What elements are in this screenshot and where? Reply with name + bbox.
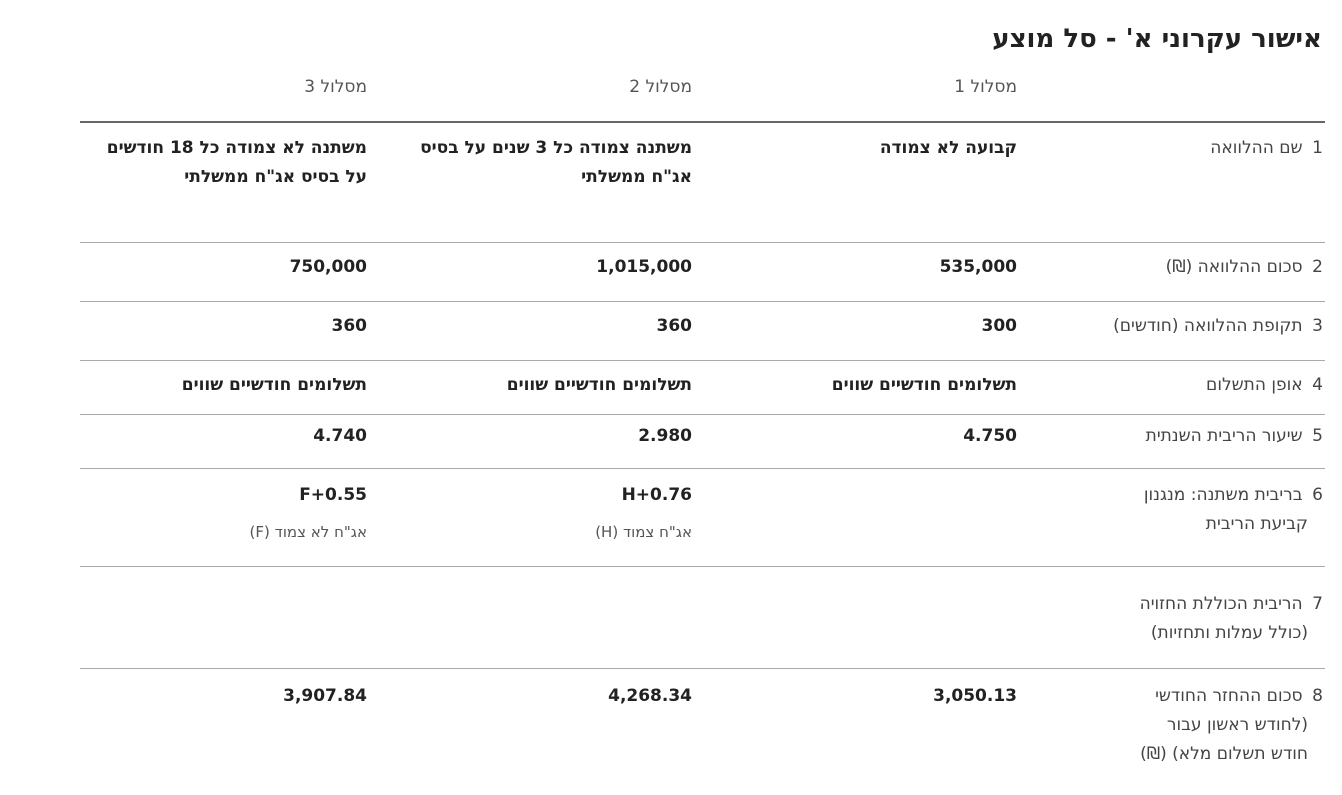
cell-track3-rate-mechanism: F+0.55 אג"ח לא צמוד (F)	[67, 481, 367, 547]
row-label-line3: חודש תשלום מלא) (₪)	[1140, 744, 1308, 764]
row-label-line2: (כולל עמלות ותחזיות)	[1150, 623, 1308, 643]
rate-formula: H+0.76	[621, 485, 692, 505]
cell-track3-annual-rate: 4.740	[313, 426, 367, 446]
rate-formula: F+0.55	[299, 485, 367, 505]
row-label-line2: (לחודש ראשון עבור	[1166, 715, 1308, 735]
cell-track2-monthly-repayment: 4,268.34	[608, 686, 692, 706]
row-label-line1: הריבית הכוללת החזויה	[1139, 594, 1303, 614]
cell-track3-loan-name: משתנה לא צמודה כל 18 חודשים על בסיס אג"ח…	[106, 138, 367, 187]
row-label: סכום ההלוואה (₪)	[1165, 257, 1303, 277]
page-title: אישור עקרוני א' - סל מוצע	[992, 24, 1322, 54]
row-divider	[80, 242, 1325, 243]
column-header-track2: מסלול 2	[629, 77, 692, 97]
column-header-track3: מסלול 3	[304, 77, 367, 97]
cell-track1-loan-period: 300	[981, 316, 1018, 336]
row-number: 2	[1312, 257, 1323, 277]
row-label-line2: קביעת הריבית	[1205, 514, 1308, 534]
row-label-monthly-repayment: 8 סכום ההחזר החודשי (לחודש ראשון עבור חו…	[1038, 682, 1323, 769]
row-label-expected-total-rate: 7 הריבית הכוללת החזויה (כולל עמלות ותחזי…	[1038, 590, 1323, 648]
header-divider	[80, 121, 1325, 123]
rate-index-note: אג"ח לא צמוד (F)	[249, 523, 367, 541]
row-divider	[80, 414, 1325, 415]
row-label: שם ההלוואה	[1210, 138, 1303, 158]
row-divider	[80, 301, 1325, 302]
row-number: 8	[1312, 686, 1323, 706]
row-label: שיעור הריבית השנתית	[1145, 426, 1303, 446]
row-label-line1: סכום ההחזר החודשי	[1155, 686, 1303, 706]
row-number: 4	[1312, 375, 1323, 395]
row-label-line1: בריבית משתנה: מנגנון	[1143, 485, 1303, 505]
cell-track3-loan-period: 360	[331, 316, 368, 336]
cell-track1-payment-method: תשלומים חודשיים שווים	[831, 375, 1017, 395]
row-divider	[80, 360, 1325, 361]
rate-index-note: אג"ח צמוד (H)	[595, 523, 692, 541]
row-number: 3	[1312, 316, 1323, 336]
cell-track2-annual-rate: 2.980	[638, 426, 692, 446]
row-number: 5	[1312, 426, 1323, 446]
row-divider	[80, 566, 1325, 567]
row-number: 6	[1312, 485, 1323, 505]
cell-track2-loan-name: משתנה צמודה כל 3 שנים על בסיס אג"ח ממשלת…	[420, 138, 692, 187]
cell-track3-monthly-repayment: 3,907.84	[283, 686, 367, 706]
cell-track2-payment-method: תשלומים חודשיים שווים	[506, 375, 692, 395]
row-label: אופן התשלום	[1206, 375, 1303, 395]
row-number: 1	[1312, 138, 1323, 158]
row-label: תקופת ההלוואה (חודשים)	[1113, 316, 1303, 336]
row-label-loan-name: 1 שם ההלוואה	[1038, 134, 1323, 163]
cell-track3-payment-method: תשלומים חודשיים שווים	[181, 375, 367, 395]
cell-track1-annual-rate: 4.750	[963, 426, 1017, 446]
row-label-loan-amount: 2 סכום ההלוואה (₪)	[1038, 253, 1323, 282]
cell-track2-rate-mechanism: H+0.76 אג"ח צמוד (H)	[392, 481, 692, 547]
row-number: 7	[1312, 594, 1323, 614]
row-label-loan-period: 3 תקופת ההלוואה (חודשים)	[1038, 312, 1323, 341]
cell-track1-loan-name: קבועה לא צמודה	[879, 138, 1017, 158]
row-divider	[80, 468, 1325, 469]
cell-track1-monthly-repayment: 3,050.13	[933, 686, 1017, 706]
cell-track1-loan-amount: 535,000	[939, 257, 1017, 277]
cell-track2-loan-period: 360	[656, 316, 693, 336]
row-label-payment-method: 4 אופן התשלום	[1038, 371, 1323, 400]
cell-track2-loan-amount: 1,015,000	[596, 257, 692, 277]
column-header-track1: מסלול 1	[954, 77, 1017, 97]
row-label-annual-rate: 5 שיעור הריבית השנתית	[1038, 422, 1323, 451]
row-divider	[80, 668, 1325, 669]
row-label-variable-rate-mechanism: 6 בריבית משתנה: מנגנון קביעת הריבית	[1038, 481, 1323, 539]
cell-track3-loan-amount: 750,000	[289, 257, 367, 277]
